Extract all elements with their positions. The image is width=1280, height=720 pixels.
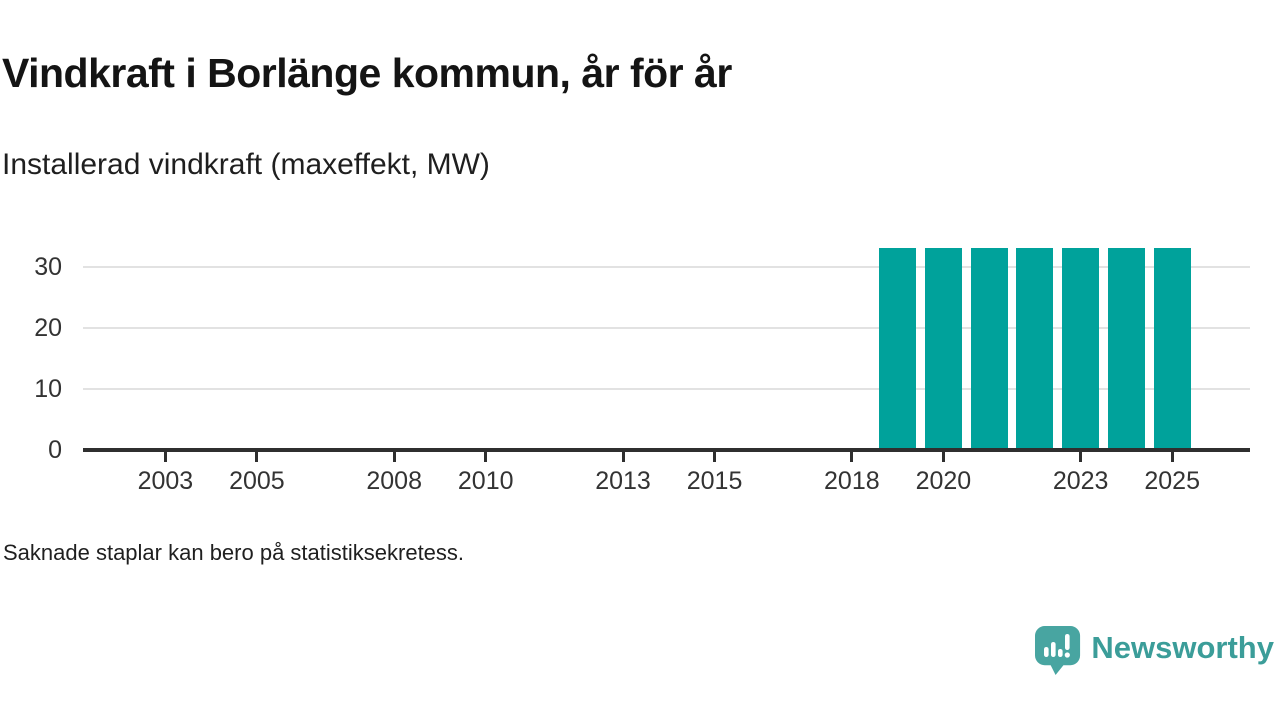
axis-tick	[713, 452, 717, 462]
x-tick-label: 2010	[457, 467, 514, 495]
x-tick-label: 2013	[595, 467, 651, 495]
chart-subtitle: Installerad vindkraft (maxeffekt, MW)	[2, 148, 490, 181]
bar	[1107, 248, 1145, 450]
bar	[1062, 248, 1100, 450]
axis-tick	[621, 452, 625, 462]
newsworthy-logo: Newsworthy	[1035, 625, 1274, 681]
axis-tick	[1079, 452, 1083, 462]
y-tick-label: 20	[34, 313, 62, 342]
gridline	[83, 265, 1250, 268]
newsworthy-logo-text: Newsworthy	[1091, 630, 1274, 665]
bar	[1016, 248, 1054, 450]
y-tick-label: 10	[34, 374, 62, 403]
x-tick-label: 2018	[824, 467, 880, 495]
x-tick-label: 2025	[1144, 467, 1200, 495]
footnote: Saknade staplar kan bero på statistiksek…	[3, 540, 465, 565]
axis-tick	[163, 452, 167, 462]
gridline	[83, 326, 1250, 329]
gridline	[83, 387, 1250, 390]
bar	[970, 248, 1008, 450]
x-tick-label: 2015	[686, 467, 743, 495]
page-title: Vindkraft i Borlänge kommun, år för år	[2, 50, 732, 96]
x-tick-label: 2020	[915, 467, 972, 495]
x-tick-label: 2008	[366, 467, 422, 495]
axis-tick	[941, 452, 945, 462]
y-tick-label: 30	[34, 252, 62, 281]
bar	[1153, 248, 1191, 450]
axis-tick	[1170, 452, 1174, 462]
x-tick-label: 2023	[1052, 467, 1109, 495]
axis-tick	[850, 452, 854, 462]
axis-tick	[255, 452, 259, 462]
y-tick-label: 0	[48, 436, 62, 464]
x-tick-label: 2005	[229, 467, 285, 495]
x-axis-line	[83, 448, 1250, 452]
bar	[879, 248, 917, 450]
axis-tick	[484, 452, 488, 462]
bar	[924, 248, 962, 450]
bar-chart-speech-bubble-icon	[1035, 625, 1081, 681]
x-tick-label: 2003	[137, 467, 194, 495]
axis-tick	[392, 452, 396, 462]
